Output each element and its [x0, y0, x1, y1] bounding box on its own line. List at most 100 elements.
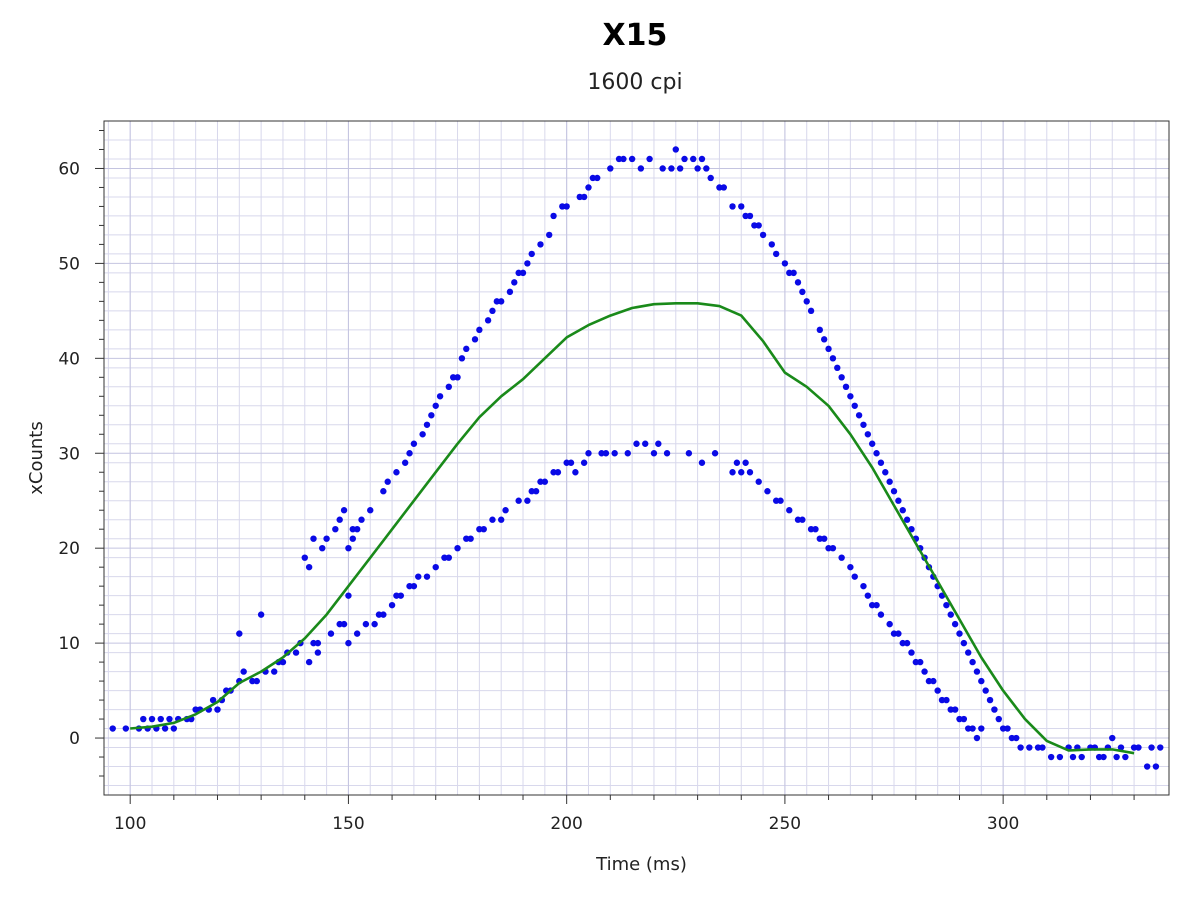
- x-tick-label: 250: [769, 814, 801, 834]
- data-point: [755, 478, 762, 485]
- data-point: [506, 288, 514, 296]
- data-point: [829, 355, 837, 362]
- data-point: [1122, 753, 1129, 761]
- data-point: [345, 639, 352, 647]
- data-point: [484, 317, 492, 324]
- data-point: [489, 307, 496, 315]
- data-point: [541, 478, 549, 485]
- data-point: [528, 250, 535, 258]
- data-point: [855, 412, 863, 419]
- data-point: [292, 649, 300, 656]
- data-point: [476, 326, 483, 334]
- data-point: [1017, 744, 1024, 751]
- data-point: [489, 516, 496, 523]
- data-point: [877, 459, 885, 466]
- data-point: [371, 620, 378, 628]
- x-axis-title: Time (ms): [595, 854, 687, 875]
- data-point: [519, 269, 527, 277]
- data-point: [624, 450, 631, 457]
- data-point: [611, 450, 618, 457]
- data-point: [1109, 734, 1116, 742]
- data-point: [742, 459, 749, 466]
- data-point: [860, 421, 867, 428]
- data-point: [738, 469, 745, 476]
- data-point: [432, 402, 439, 409]
- data-point: [703, 165, 710, 172]
- data-point: [580, 193, 588, 201]
- data-point: [829, 544, 837, 552]
- data-point: [511, 279, 518, 286]
- data-point: [415, 573, 422, 580]
- data-point: [873, 450, 880, 457]
- data-point: [340, 620, 348, 628]
- data-point: [794, 279, 802, 286]
- data-point: [463, 345, 470, 353]
- data-point: [166, 715, 173, 723]
- trend-line: [130, 302, 1135, 755]
- x-tick-label: 200: [550, 814, 582, 834]
- data-point: [746, 212, 754, 220]
- data-point: [410, 440, 418, 447]
- data-point: [423, 421, 431, 428]
- data-point: [423, 573, 431, 580]
- data-point: [271, 668, 278, 675]
- data-point: [873, 601, 880, 609]
- data-point: [746, 469, 754, 476]
- data-point: [445, 554, 453, 561]
- data-point: [214, 706, 221, 713]
- data-point: [917, 658, 924, 666]
- data-point: [995, 715, 1002, 723]
- data-point: [323, 535, 330, 542]
- data-point: [982, 687, 989, 694]
- data-point: [336, 516, 343, 523]
- data-point: [772, 250, 780, 258]
- data-point: [711, 450, 719, 457]
- data-point: [585, 184, 592, 191]
- data-point: [497, 298, 505, 305]
- data-point: [340, 507, 348, 514]
- data-point: [903, 516, 911, 523]
- y-tick-label: 30: [58, 444, 80, 464]
- data-point: [886, 620, 893, 628]
- data-point: [842, 383, 850, 391]
- data-point: [305, 563, 313, 571]
- data-point: [834, 364, 841, 372]
- data-point: [445, 383, 453, 391]
- data-point: [851, 573, 858, 580]
- data-point: [1148, 744, 1155, 751]
- data-point: [951, 706, 959, 713]
- y-axis-title: xCounts: [26, 421, 47, 495]
- data-point: [991, 706, 998, 713]
- data-point: [563, 203, 570, 210]
- chart-title: X15: [602, 18, 668, 53]
- data-point: [401, 459, 409, 466]
- data-point: [537, 241, 544, 248]
- data-point: [786, 507, 793, 514]
- y-tick-label: 50: [58, 254, 80, 274]
- data-point: [594, 174, 601, 182]
- data-point: [607, 165, 614, 172]
- data-point: [209, 696, 217, 704]
- data-point: [332, 525, 339, 533]
- data-point: [497, 516, 505, 523]
- data-point: [397, 592, 405, 599]
- data-point: [240, 668, 247, 675]
- data-point: [1152, 763, 1160, 770]
- data-point: [633, 440, 640, 447]
- data-point: [406, 450, 413, 457]
- data-point: [764, 488, 771, 495]
- data-point: [838, 374, 845, 381]
- y-tick-label: 10: [58, 634, 80, 654]
- data-point: [380, 611, 387, 618]
- data-point: [157, 715, 164, 723]
- data-point: [480, 525, 487, 533]
- data-point: [524, 260, 531, 267]
- data-point: [759, 231, 767, 239]
- data-point: [930, 677, 937, 685]
- data-point: [532, 488, 540, 495]
- data-point: [908, 649, 915, 656]
- data-point: [960, 715, 968, 723]
- data-point: [895, 497, 902, 504]
- data-point: [690, 155, 697, 163]
- data-point: [515, 497, 522, 504]
